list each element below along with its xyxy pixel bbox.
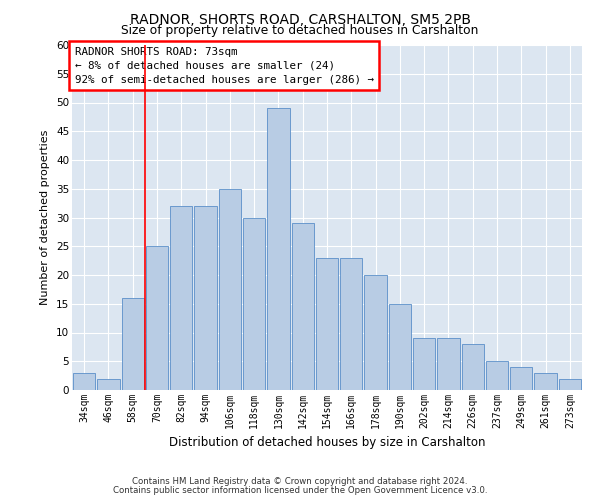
Bar <box>437 338 460 390</box>
Text: Contains HM Land Registry data © Crown copyright and database right 2024.: Contains HM Land Registry data © Crown c… <box>132 477 468 486</box>
Text: Size of property relative to detached houses in Carshalton: Size of property relative to detached ho… <box>121 24 479 37</box>
Bar <box>389 304 411 390</box>
Bar <box>97 378 119 390</box>
Bar <box>413 338 436 390</box>
Bar <box>461 344 484 390</box>
Text: RADNOR, SHORTS ROAD, CARSHALTON, SM5 2PB: RADNOR, SHORTS ROAD, CARSHALTON, SM5 2PB <box>130 12 470 26</box>
Bar <box>170 206 193 390</box>
Bar <box>146 246 168 390</box>
Bar <box>194 206 217 390</box>
Bar <box>559 378 581 390</box>
Bar <box>340 258 362 390</box>
Bar <box>486 361 508 390</box>
Bar <box>316 258 338 390</box>
Bar <box>535 373 557 390</box>
Bar <box>218 188 241 390</box>
Bar <box>73 373 95 390</box>
X-axis label: Distribution of detached houses by size in Carshalton: Distribution of detached houses by size … <box>169 436 485 450</box>
Bar <box>292 223 314 390</box>
Bar <box>243 218 265 390</box>
Bar <box>510 367 532 390</box>
Y-axis label: Number of detached properties: Number of detached properties <box>40 130 50 305</box>
Bar <box>122 298 144 390</box>
Bar <box>267 108 290 390</box>
Text: Contains public sector information licensed under the Open Government Licence v3: Contains public sector information licen… <box>113 486 487 495</box>
Bar <box>364 275 387 390</box>
Text: RADNOR SHORTS ROAD: 73sqm
← 8% of detached houses are smaller (24)
92% of semi-d: RADNOR SHORTS ROAD: 73sqm ← 8% of detach… <box>74 46 374 84</box>
